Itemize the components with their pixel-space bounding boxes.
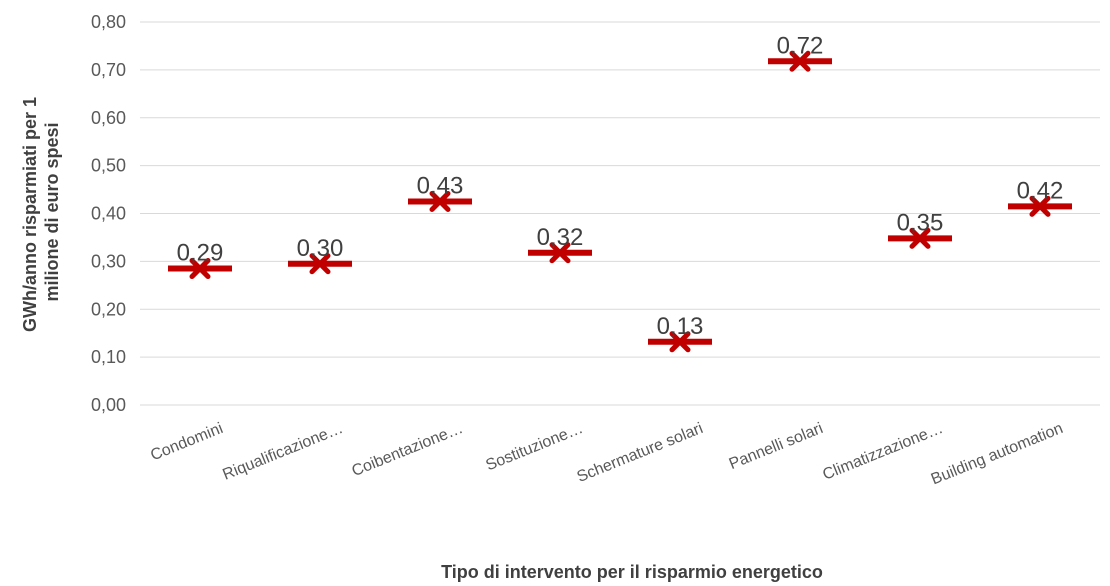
- y-tick-label: 0,30: [91, 251, 126, 271]
- x-marker: [549, 242, 571, 264]
- data-markers: 0,29 0,30 0,43 0,32 0,13 0,72 0,35 0,42: [168, 32, 1072, 353]
- data-label: 0,42: [1017, 177, 1064, 204]
- x-axis-title: Tipo di intervento per il risparmio ener…: [441, 562, 823, 582]
- x-marker: [789, 50, 811, 72]
- y-axis-title-line-2: milione di euro spesi: [42, 122, 62, 301]
- x-category-label: Riqualificazione…: [220, 420, 345, 484]
- data-label: 0,43: [417, 173, 464, 200]
- x-category-label: Building automation: [929, 420, 1066, 488]
- y-tick-label: 0,80: [91, 12, 126, 32]
- data-label: 0,72: [777, 32, 824, 59]
- x-category-label: Climatizzazione…: [820, 420, 945, 484]
- data-label: 0,32: [537, 224, 584, 251]
- data-point: 0,43: [408, 173, 472, 213]
- x-category-label: Schermature solari: [575, 420, 706, 486]
- data-label: 0,29: [177, 240, 224, 267]
- y-tick-label: 0,10: [91, 347, 126, 367]
- x-category-label: Condomini: [148, 420, 225, 464]
- data-point: 0,42: [1008, 177, 1072, 217]
- x-marker: [669, 331, 691, 353]
- x-category-label: Sostituzione…: [483, 420, 585, 474]
- x-marker: [429, 191, 451, 213]
- data-point: 0,29: [168, 240, 232, 280]
- data-label: 0,35: [897, 209, 944, 236]
- data-point: 0,32: [528, 224, 592, 264]
- x-category-label: Coibentazione…: [349, 420, 465, 480]
- y-tick-label: 0,00: [91, 395, 126, 415]
- gridlines: [140, 21, 1100, 406]
- y-tick-label: 0,40: [91, 204, 126, 224]
- y-tick-label: 0,50: [91, 156, 126, 176]
- y-axis-title-line-1: GWh/anno risparmiati per 1: [20, 97, 40, 332]
- y-tick-label: 0,20: [91, 299, 126, 319]
- data-label: 0,13: [657, 313, 704, 340]
- y-tick-label: 0,60: [91, 108, 126, 128]
- y-axis-title: GWh/anno risparmiati per 1 milione di eu…: [20, 92, 62, 332]
- data-point: 0,35: [888, 209, 952, 249]
- x-category-label: Pannelli solari: [727, 420, 826, 473]
- data-point: 0,13: [648, 313, 712, 353]
- x-marker: [909, 227, 931, 249]
- data-point: 0,30: [288, 235, 352, 275]
- data-point: 0,72: [768, 32, 832, 72]
- x-marker: [1029, 195, 1051, 217]
- x-marker: [309, 253, 331, 275]
- x-marker: [189, 258, 211, 280]
- y-axis-ticks: 0,00 0,10 0,20 0,30 0,40 0,50 0,60 0,70 0,80: [91, 12, 126, 415]
- data-label: 0,30: [297, 235, 344, 262]
- y-tick-label: 0,70: [91, 60, 126, 80]
